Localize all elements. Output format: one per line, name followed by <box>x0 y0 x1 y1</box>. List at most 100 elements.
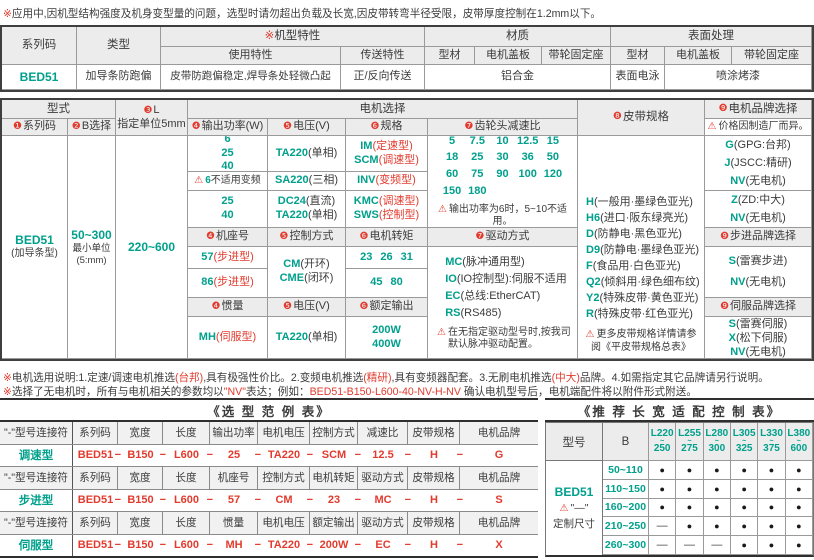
header-b-select: ❷ B选择 <box>68 119 116 136</box>
voltage-mh: TA220 (单相) <box>268 317 346 359</box>
example-header-cell: 额定输出 <box>310 512 358 534</box>
example-value-cell: B150− <box>127 449 166 462</box>
surface-paint-value: 喷涂烤漆 <box>665 65 812 90</box>
col-header-type: 类型 <box>77 27 161 65</box>
size-b-range: 260~300 <box>603 536 649 555</box>
gear-ratio-value: 75 <box>471 168 484 180</box>
gear-ratio-grid: 5 7.5 10 12.5 15 18 25 30 36 50 60 75 90 100 120 150 180 <box>440 136 566 199</box>
model-separator: − <box>254 449 261 462</box>
example-header-cell: 系列码 <box>73 422 118 444</box>
example-header-cell: 驱动方式 <box>358 467 408 489</box>
compat-dot: ● <box>758 498 786 518</box>
body-b-range: 50~300 最小单位 (5:mm) <box>68 136 116 359</box>
code-item: NV (无电机) <box>730 212 786 224</box>
example-value-cell: X <box>495 539 503 552</box>
surface-profile-value: 表面电泳 <box>611 65 665 90</box>
compat-dash: — <box>649 536 677 555</box>
note-segment: ※ <box>3 372 12 384</box>
size-model-label: BED51 ⚠ "—" 定制尺寸 <box>553 485 595 530</box>
drive-note: ⚠ 在无指定驱动型号时,按我司默认脉冲驱动配置。 <box>437 326 571 351</box>
model-separator: − <box>206 494 213 507</box>
compat-dot: ● <box>758 536 786 555</box>
col-header-pulley-seat2: 带轮固定座 <box>732 47 812 65</box>
header-spec: ❻ 规格 <box>346 119 428 136</box>
example-value-cell: MH − <box>225 539 261 552</box>
code-item: H (一般用·墨绿色亚光) <box>586 196 693 208</box>
warning-icon: ⚠ <box>437 326 446 338</box>
power-values-dc: 25 40 <box>188 191 268 228</box>
header-motor-select: 电机选择 <box>188 100 578 119</box>
example-header-cell: 电机品牌 <box>460 467 538 489</box>
model-separator: − <box>306 494 313 507</box>
code-item: F (食品用·白色亚光) <box>586 260 681 272</box>
use-feature-value: 皮带防跑偏稳定,焊导条处轻微凸起 <box>161 65 341 90</box>
code-item: EC (总线:EtherCAT) <box>445 289 541 302</box>
compat-dot: ● <box>758 517 786 537</box>
col-header-feature: ※ 机型特性 <box>161 27 425 47</box>
subheader-voltage2: ❺ 电压(V) <box>268 298 346 317</box>
example-value-cell: BED51− <box>77 494 121 507</box>
gear-note: ⚠ 输出功率为6时，5~10不适用。 <box>437 203 568 228</box>
warning-icon: ⚠ <box>559 503 569 515</box>
model-separator: − <box>354 494 361 507</box>
compat-dot: ● <box>785 461 813 480</box>
note-segment: 电机选用说明:1.定速/调速电机推选 <box>11 372 175 384</box>
spec-inv: INV (变频型) <box>346 172 428 191</box>
value-line: 25 <box>221 146 234 159</box>
material-value: 铝合金 <box>425 65 611 90</box>
note-segment: (中大) <box>551 372 580 384</box>
example-header-row: "-"型号连接符 系列码 宽度 长度 机座号 控制方式 电机转矩 驱动方式 皮带规格 电机品牌 <box>0 467 538 490</box>
subheader-motor-torque: ❻ 电机转矩 <box>346 228 428 247</box>
gear-ratio-value: 30 <box>496 151 509 164</box>
subheader-step-brand: ❾ 步进品牌选择 <box>705 228 812 247</box>
col-header-series: 系列码 <box>2 27 77 65</box>
col-header-use: 使用特性 <box>161 47 341 65</box>
note-segment: 应用中,因机型结构强度及机身变型量的问题，选型时请勿超出负载及长宽,因皮带转弯半… <box>11 8 602 20</box>
model-separator: − <box>254 494 261 507</box>
model-separator: − <box>159 539 166 552</box>
size-compat-table: 型号 BED51 ⚠ "—" 定制尺寸 B L220 ~250 L255 ~275 L280… <box>545 422 814 557</box>
example-value-cell: 57− <box>227 494 261 507</box>
size-header-l-range: L280 ~300 <box>703 423 731 461</box>
col-header-material: 材质 <box>425 27 611 47</box>
example-header-cell: 皮带规格 <box>408 512 460 534</box>
belt-note: ⚠ 更多皮带规格详情请参 阅《平皮带规格总表》 <box>585 329 697 353</box>
value-line: 25 <box>221 195 234 208</box>
compat-dot: ● <box>676 498 704 518</box>
gear-ratio-value: 10 <box>496 136 509 147</box>
example-value-cell: BED51− <box>77 449 121 462</box>
code-item: D (防静电·黑色亚光) <box>586 228 682 240</box>
voltage-sa220: SA220 (三相) <box>268 172 346 191</box>
example-header-cell: 长度 <box>163 512 210 534</box>
model-separator: − <box>206 539 213 552</box>
code-item: S (雷赛伺服) <box>728 317 788 330</box>
example-row-label: "-"型号连接符 <box>0 467 73 489</box>
example-header-cell: 长度 <box>163 422 210 444</box>
warning-icon: ⚠ <box>194 174 204 186</box>
code-item: NV (无电机) <box>730 276 786 288</box>
example-value-cell: TA220− <box>267 449 313 462</box>
compat-dot: ● <box>649 498 677 518</box>
gear-ratio-value: 25 <box>471 151 484 164</box>
code-item: G (GPG:台邦) <box>725 139 791 151</box>
code-item: Q2 (倾斜用·绿色细布纹) <box>586 276 700 288</box>
size-table-title: 《推 荐 长 宽 适 配 控 制 表》 <box>545 398 814 422</box>
subheader-control-mode: ❺ 控制方式 <box>268 228 346 247</box>
note-segment: "NV" <box>223 386 247 398</box>
value-line: 40 <box>221 160 234 172</box>
code-item: SCM (调速型) <box>354 153 419 166</box>
spec-summary-table: 系列码 类型 ※ 机型特性 材质 表面处理 使用特性 传送特性 型材 电机盖板 带… <box>0 25 814 92</box>
compat-dot: ● <box>731 517 759 537</box>
example-header-cell: 减速比 <box>358 422 408 444</box>
model-separator: − <box>354 539 361 552</box>
size-header-l-range: L220 ~250 <box>649 423 677 461</box>
belt-spec-cell: H (一般用·墨绿色亚光) H6 (进口·阪东绿亮光) D (防静电·黑色亚光) D9 (防静… <box>578 136 705 359</box>
size-header-l-range: L255 ~275 <box>676 423 704 461</box>
drive-mode-list: MC (脉冲通用型) IO (IO控制型):伺服不适用 EC (总线:EtherCAT) R… <box>445 254 567 322</box>
compat-dot: ● <box>785 479 813 499</box>
compat-dot: ● <box>676 479 704 499</box>
size-header-model: 型号 <box>546 423 602 461</box>
code-item: TA220 (单相) <box>275 146 338 159</box>
control-mode-list: CM (开环) CME (闭环) <box>268 247 346 298</box>
warning-icon: ⚠ <box>585 329 595 340</box>
